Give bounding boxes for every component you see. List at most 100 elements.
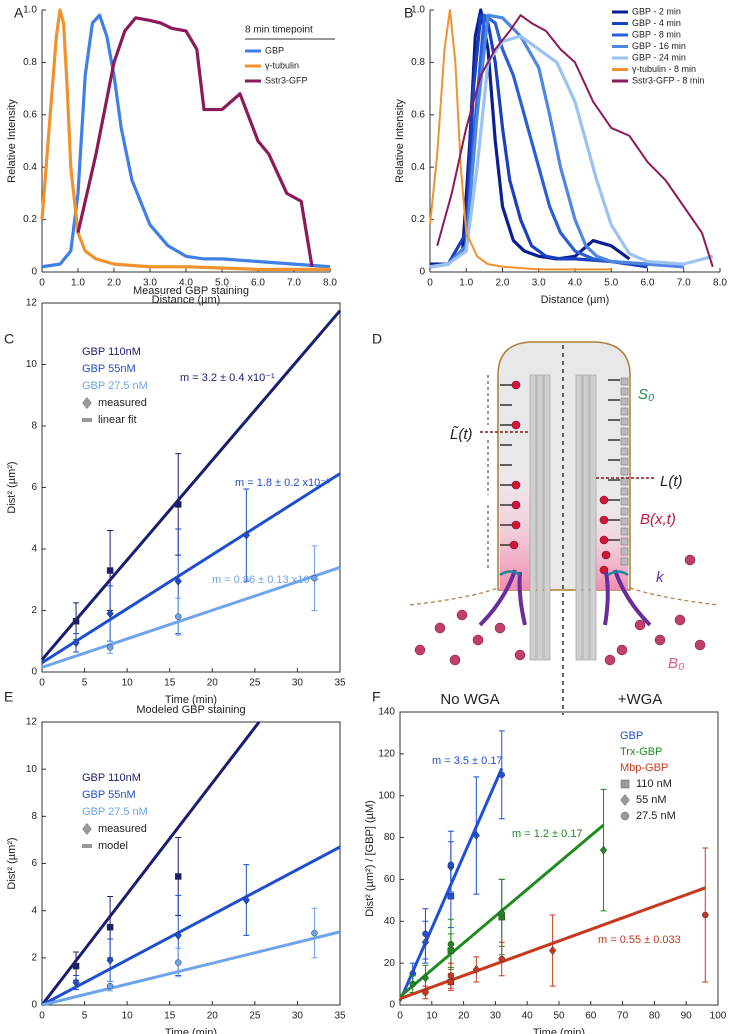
x-tick-label: 0	[39, 278, 45, 289]
legend-label: 110 nM	[636, 778, 672, 790]
y-tick-label: 140	[378, 707, 395, 718]
panel-letter: A	[14, 5, 24, 21]
legend-label: GBP	[620, 730, 643, 742]
y-tick-label: 10	[26, 359, 38, 370]
x-tick-label: 100	[710, 1011, 727, 1022]
panel-letter: B	[404, 5, 413, 21]
y-tick-label: 4	[31, 544, 37, 555]
marker	[422, 989, 429, 996]
plot-frame	[41, 721, 341, 1006]
y-axis-label: Dist² (µm²) / [GBP] (µM)	[364, 800, 376, 917]
x-tick-label: 25	[249, 678, 261, 689]
marker	[106, 644, 114, 651]
marker	[72, 962, 80, 970]
legend-label: Trx-GBP	[620, 746, 662, 758]
y-tick-label: 0.8	[23, 57, 37, 68]
marker	[447, 978, 455, 986]
legend-label: 27.5 nM	[636, 810, 676, 822]
marker	[174, 613, 182, 620]
line	[429, 13, 648, 269]
x-tick-label: 5.0	[604, 278, 618, 289]
panel: C Measured GBP staining 0 5 10 15 20 25 30 35 0 2 4 6…	[4, 285, 346, 706]
marker	[311, 929, 318, 937]
fit-line	[40, 721, 261, 1006]
marker	[174, 576, 182, 586]
marker	[72, 977, 80, 988]
y-tick-label: 6	[31, 858, 37, 869]
panel-letter: C	[4, 331, 14, 347]
x-tick-label: 1.0	[71, 278, 85, 289]
x-tick-label: 10	[122, 678, 134, 689]
legend-label: linear fit	[98, 414, 137, 426]
x-axis-label: Distance (µm)	[541, 294, 610, 306]
cilium-diagram: D S₀ L̃(t) L(t) B(x,t) k B₀ No WGA +WGA	[372, 331, 719, 715]
marker	[106, 982, 114, 990]
legend-label: GBP 55nM	[82, 789, 136, 801]
marker	[242, 530, 250, 540]
marker	[106, 955, 114, 965]
x-tick-label: 10	[426, 1011, 438, 1022]
x-tick-label: 5	[82, 678, 88, 689]
x-tick-label: 4.0	[179, 278, 193, 289]
y-tick-label: 2	[31, 952, 37, 963]
bead-column	[620, 377, 629, 566]
x-tick-label: 6.0	[251, 278, 265, 289]
flux-arrows	[478, 569, 652, 627]
marker	[174, 959, 182, 966]
marker	[620, 779, 630, 789]
slope-label: m = 1.8 ± 0.2 x10⁻¹	[235, 477, 330, 489]
microtubules	[529, 374, 597, 661]
marker	[620, 793, 630, 807]
legend-label: γ-tubulin	[265, 60, 299, 70]
legend-label: GBP 55nM	[82, 363, 136, 375]
marker	[174, 501, 182, 508]
line	[40, 8, 330, 271]
panel-letter: D	[372, 331, 382, 347]
marker	[174, 873, 182, 880]
legend-label: GBP	[265, 45, 284, 55]
slope-label: m = 1.2 ± 0.17	[512, 828, 583, 840]
marker	[106, 608, 114, 619]
y-tick-label: 80	[384, 832, 396, 843]
bound-molecules	[509, 380, 611, 575]
x-tick-label: 35	[334, 1011, 346, 1022]
marker	[620, 811, 630, 821]
x-tick-label: 35	[334, 678, 346, 689]
x-tick-label: 50	[553, 1011, 565, 1022]
y-tick-label: 0	[31, 667, 37, 678]
x-tick-label: 70	[617, 1011, 629, 1022]
x-tick-label: 30	[490, 1011, 502, 1022]
legend-label: GBP 110nM	[82, 346, 141, 358]
x-tick-label: 90	[681, 1011, 693, 1022]
marker	[311, 574, 318, 582]
x-tick-label: 10	[122, 1011, 134, 1022]
y-tick-label: 0.6	[23, 109, 37, 120]
marker	[242, 895, 250, 905]
transition-zone	[499, 570, 629, 577]
s0-label: S₀	[638, 386, 654, 403]
free-molecules	[414, 554, 706, 666]
y-axis-label: Relative Intensity	[394, 99, 406, 183]
y-tick-label: 0.6	[411, 109, 425, 120]
marker	[472, 830, 480, 841]
legend-label: GBP 110nM	[82, 772, 141, 784]
membrane	[409, 587, 719, 606]
marker	[174, 930, 182, 941]
x-tick-label: 8.0	[713, 278, 727, 289]
x-tick-label: 30	[292, 1011, 304, 1022]
x-tick-label: 20	[207, 1011, 219, 1022]
legend-label: measured	[98, 823, 147, 835]
marker	[498, 908, 506, 918]
legend-label: Sstr3-GFP	[265, 75, 308, 85]
x-tick-label: 0	[39, 1011, 45, 1022]
marker	[599, 845, 608, 855]
line	[429, 9, 612, 271]
l-label: L(t)	[660, 473, 683, 490]
marker	[447, 941, 455, 948]
legend-label: Sstr3-GFP - 8 min	[632, 75, 704, 85]
y-axis-label: Relative Intensity	[6, 99, 18, 183]
x-tick-label: 0	[39, 678, 45, 689]
legend-label: GBP - 16 min	[632, 41, 686, 51]
x-tick-label: 4.0	[568, 278, 582, 289]
x-tick-label: 15	[164, 678, 176, 689]
